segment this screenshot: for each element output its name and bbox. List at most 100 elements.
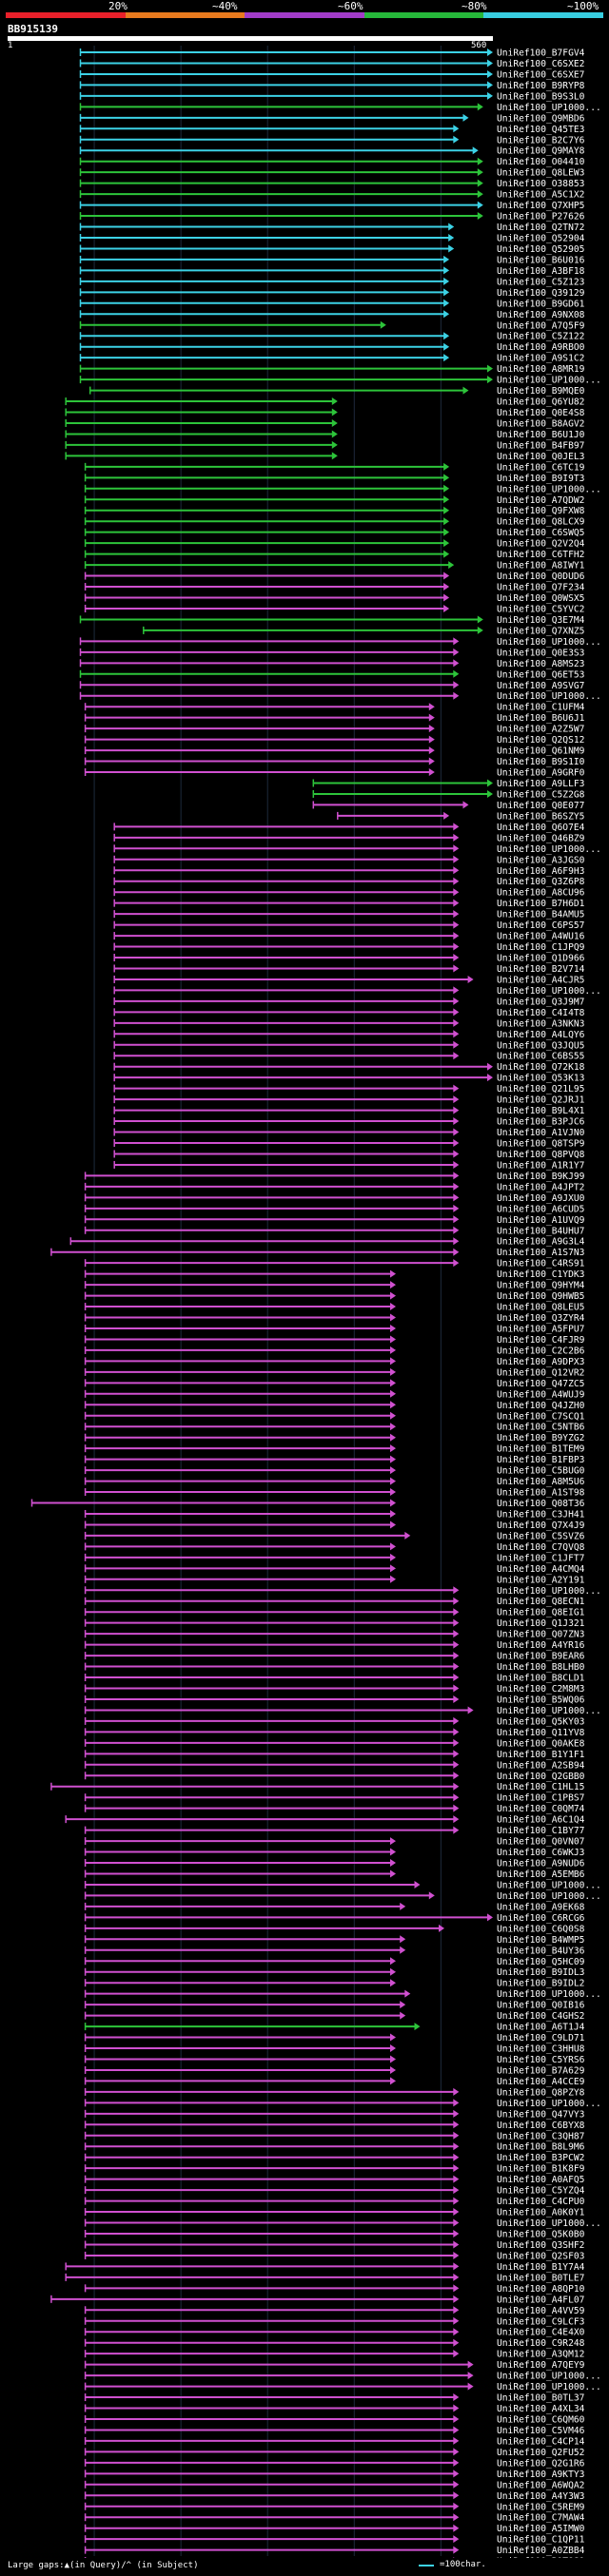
hit-row[interactable]: UniRef100_B1TEM9 [84, 1444, 585, 1455]
hit-row[interactable]: UniRef100_A9DPX3 [84, 1357, 585, 1367]
hit-row[interactable]: UniRef100_C6RCG6 [84, 1913, 585, 1924]
hit-row[interactable]: UniRef100_Q5HC09 [84, 1957, 585, 1967]
hit-row[interactable]: UniRef100_A7QEY9 [84, 2360, 585, 2371]
hit-row[interactable]: UniRef100_A2Z5W7 [84, 725, 585, 735]
hit-row[interactable]: UniRef100_A1S7N3 [50, 1248, 585, 1258]
hit-row[interactable]: UniRef100_C4RS91 [84, 1259, 585, 1269]
hit-row[interactable]: UniRef100_C1YDK3 [84, 1269, 585, 1280]
hit-row[interactable]: UniRef100_C5YVC2 [84, 604, 585, 614]
hit-row[interactable]: UniRef100_UP1000... [79, 691, 601, 702]
hit-row[interactable]: UniRef100_A9G3L4 [69, 1237, 585, 1248]
hit-row[interactable]: UniRef100_C1JFT7 [84, 1553, 585, 1563]
hit-row[interactable]: UniRef100_B6U6J1 [84, 713, 585, 724]
hit-row[interactable]: UniRef100_C4CP14 [84, 2436, 585, 2447]
hit-row[interactable]: UniRef100_C6QM60 [84, 2414, 585, 2425]
hit-row[interactable]: UniRef100_B9S1I0 [84, 757, 585, 767]
hit-row[interactable]: UniRef100_Q07ZN3 [84, 1630, 585, 1640]
hit-row[interactable]: UniRef100_A9NX08 [79, 310, 585, 320]
hit-row[interactable]: UniRef100_B1Y1F1 [84, 1750, 585, 1760]
hit-row[interactable]: UniRef100_C5YRS6 [84, 2055, 585, 2065]
hit-row[interactable]: UniRef100_A9KTY3 [84, 2469, 585, 2480]
hit-row[interactable]: UniRef100_UP1000... [84, 1989, 601, 2000]
hit-row[interactable]: UniRef100_Q08T36 [30, 1499, 585, 1509]
hit-row[interactable]: UniRef100_B4UHU7 [84, 1226, 585, 1236]
hit-row[interactable]: UniRef100_C6BS55 [113, 1052, 584, 1062]
hit-row[interactable]: UniRef100_Q0AKE8 [84, 1738, 585, 1749]
hit-row[interactable]: UniRef100_B9GD61 [79, 299, 585, 309]
hit-row[interactable]: UniRef100_C5VM46 [84, 2426, 585, 2436]
hit-row[interactable]: UniRef100_Q9MBD6 [79, 113, 585, 124]
hit-row[interactable]: UniRef100_UP1000... [113, 844, 601, 855]
hit-row[interactable]: UniRef100_A3JGS0 [113, 855, 585, 865]
hit-row[interactable]: UniRef100_B4AMU5 [113, 910, 584, 920]
hit-row[interactable]: UniRef100_Q1D966 [113, 954, 585, 964]
hit-row[interactable]: UniRef100_C6PS57 [113, 920, 585, 931]
hit-row[interactable]: UniRef100_Q8TSP9 [113, 1139, 585, 1150]
hit-row[interactable]: UniRef100_B2V714 [113, 964, 585, 975]
hit-row[interactable]: UniRef100_Q5K0B0 [84, 2230, 585, 2240]
hit-row[interactable]: UniRef100_A2Y191 [84, 1575, 585, 1585]
hit-row[interactable]: UniRef100_Q3JQU5 [113, 1040, 584, 1051]
hit-row[interactable]: UniRef100_Q2GBB0 [84, 1772, 585, 1782]
hit-row[interactable]: UniRef100_Q21L95 [113, 1084, 584, 1094]
hit-row[interactable]: UniRef100_A8CU96 [113, 888, 585, 899]
hit-row[interactable]: UniRef100_A8M5U6 [84, 1477, 585, 1487]
hit-row[interactable]: UniRef100_C5Z122 [79, 332, 585, 342]
hit-row[interactable]: UniRef100_C7MAW4 [84, 2513, 585, 2524]
hit-row[interactable]: UniRef100_A6F9H3 [113, 866, 585, 877]
hit-row[interactable]: UniRef100_C6TC19 [84, 462, 585, 473]
hit-row[interactable]: UniRef100_Q3SHF2 [84, 2240, 585, 2251]
hit-row[interactable]: UniRef100_Q3E7M4 [79, 615, 585, 626]
hit-row[interactable]: UniRef100_A1R1Y7 [113, 1160, 585, 1171]
hit-row[interactable]: UniRef100_Q4JZH0 [84, 1401, 585, 1411]
hit-row[interactable]: UniRef100_UP1000... [79, 103, 601, 113]
hit-row[interactable]: UniRef100_Q61NM9 [84, 746, 585, 757]
hit-row[interactable]: UniRef100_B1Y7A4 [65, 2262, 585, 2273]
hit-row[interactable]: UniRef100_O38853 [79, 179, 585, 189]
hit-row[interactable]: UniRef100_C6SXE2 [79, 59, 585, 69]
hit-row[interactable]: UniRef100_Q45TE3 [79, 125, 585, 135]
hit-row[interactable]: UniRef100_A4Y3W3 [84, 2491, 585, 2502]
hit-row[interactable]: UniRef100_A1UVQ9 [84, 1215, 585, 1226]
hit-row[interactable]: UniRef100_A4VV59 [84, 2306, 585, 2316]
hit-row[interactable]: UniRef100_C4GHS2 [84, 2011, 585, 2022]
hit-row[interactable]: UniRef100_B6SZY5 [337, 811, 585, 822]
hit-row[interactable]: UniRef100_C0QM74 [84, 1804, 585, 1814]
hit-row[interactable]: UniRef100_C6WKJ3 [84, 1848, 585, 1858]
hit-row[interactable]: UniRef100_C4CPU0 [84, 2197, 585, 2207]
hit-row[interactable]: UniRef100_Q8LEW3 [79, 168, 585, 179]
hit-row[interactable]: UniRef100_A9EK68 [84, 1902, 585, 1912]
hit-row[interactable]: UniRef100_A8IWY1 [84, 561, 585, 571]
hit-row[interactable]: UniRef100_Q2TN72 [79, 223, 585, 233]
hit-row[interactable]: UniRef100_B1FBP3 [84, 1455, 585, 1465]
hit-row[interactable]: UniRef100_Q2QS12 [84, 735, 585, 746]
hit-row[interactable]: UniRef100_B6U1J0 [65, 430, 585, 440]
hit-row[interactable]: UniRef100_B8L9M6 [84, 2142, 585, 2153]
hit-row[interactable]: UniRef100_C9R248 [84, 2338, 585, 2349]
hit-row[interactable]: UniRef100_Q53K13 [113, 1074, 585, 1084]
hit-row[interactable]: UniRef100_UP1000... [84, 2382, 601, 2392]
hit-row[interactable]: UniRef100_C5SVZ6 [84, 1531, 585, 1541]
hit-row[interactable]: UniRef100_UP1000... [84, 1891, 601, 1902]
hit-row[interactable]: UniRef100_B4WMP5 [84, 1935, 585, 1946]
hit-row[interactable]: UniRef100_Q0IB16 [84, 2001, 585, 2011]
hit-row[interactable]: UniRef100_Q0VN07 [84, 1837, 585, 1848]
hit-row[interactable]: UniRef100_C2C2B6 [84, 1346, 585, 1356]
hit-row[interactable]: UniRef100_A3NKN3 [113, 1018, 585, 1029]
hit-row[interactable]: UniRef100_A9SVG7 [79, 681, 585, 691]
hit-row[interactable]: UniRef100_P27626 [79, 212, 585, 223]
hit-row[interactable]: UniRef100_Q5KY03 [84, 1716, 585, 1727]
hit-row[interactable]: UniRef100_A9JXU0 [84, 1193, 585, 1204]
hit-row[interactable]: UniRef100_A6C1Q4 [65, 1815, 585, 1826]
hit-row[interactable]: UniRef100_Q8LEU5 [84, 1303, 585, 1313]
hit-row[interactable]: UniRef100_A6CUD5 [84, 1204, 585, 1214]
hit-row[interactable]: UniRef100_B3PJC6 [113, 1117, 585, 1128]
hit-row[interactable]: UniRef100_A4XL34 [84, 2404, 585, 2414]
hit-row[interactable]: UniRef100_A9GRF0 [84, 768, 585, 779]
hit-row[interactable]: UniRef100_B8AGV2 [65, 418, 584, 429]
hit-row[interactable]: UniRef100_C6Q0S8 [84, 1924, 585, 1934]
hit-row[interactable]: UniRef100_Q7X4J9 [84, 1520, 585, 1531]
hit-row[interactable]: UniRef100_B9KJ99 [84, 1172, 585, 1182]
hit-row[interactable]: UniRef100_B7A629 [84, 2065, 585, 2076]
hit-row[interactable]: UniRef100_C2M8M3 [84, 1684, 585, 1695]
